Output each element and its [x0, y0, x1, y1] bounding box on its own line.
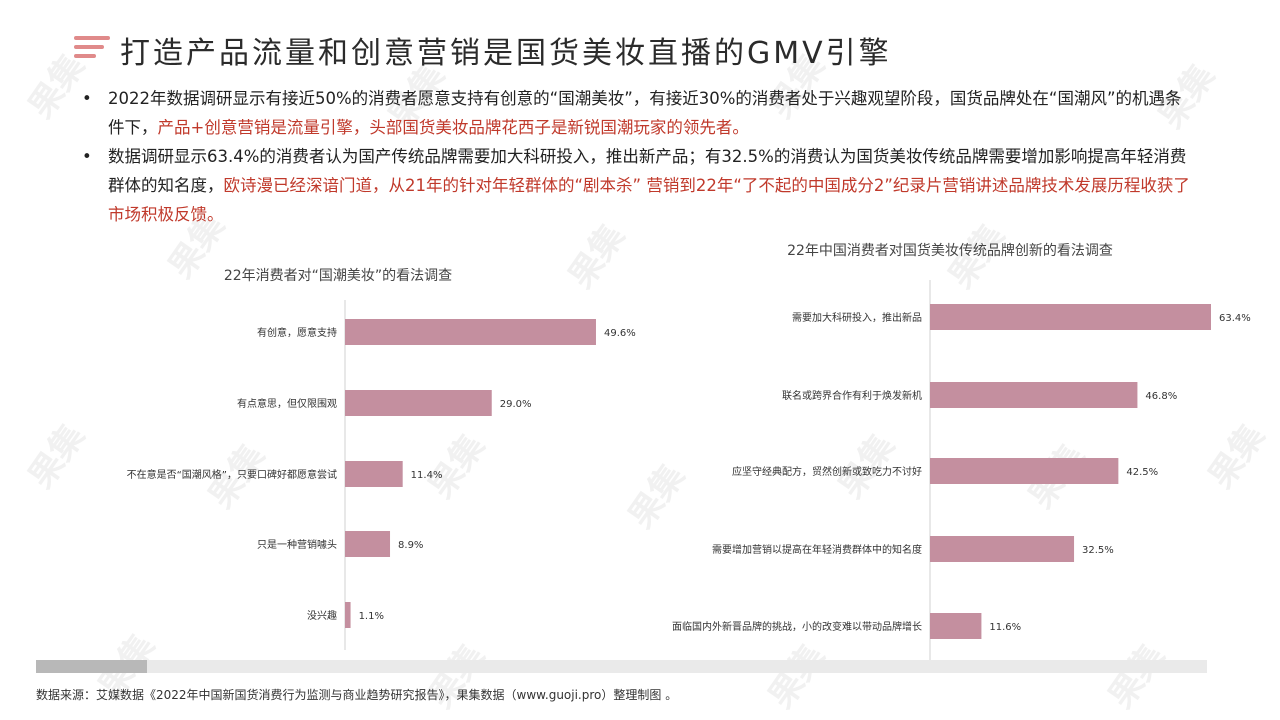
- chart-category-label: 没兴趣: [307, 609, 337, 622]
- bullet-text: 数据调研显示63.4%的消费者认为国产传统品牌需要加大科研投入，推出新产品；有3…: [108, 147, 1187, 195]
- bullet-item: • 数据调研显示63.4%的消费者认为国产传统品牌需要加大科研投入，推出新产品；…: [82, 142, 1192, 229]
- title-lines-icon: [74, 36, 110, 60]
- chart-bar: [930, 304, 1211, 330]
- chart-data-label: 11.4%: [411, 470, 443, 481]
- chart-category-label: 有创意，愿意支持: [257, 326, 337, 339]
- chart-data-label: 63.4%: [1219, 313, 1251, 324]
- chart-title: 22年消费者对“国潮美妆”的看法调查: [224, 268, 452, 284]
- chart-category-label: 有点意思，但仅限围观: [237, 397, 337, 410]
- chart-bar: [345, 602, 351, 628]
- chart-category-label: 不在意是否“国潮风格”，只要口碑好都愿意尝试: [127, 468, 337, 481]
- bullet-list: • 2022年数据调研显示有接近50%的消费者愿意支持有创意的“国潮美妆”，有接…: [82, 84, 1192, 229]
- chart-category-label: 面临国内外新晋品牌的挑战，小的改变难以带动品牌增长: [672, 620, 922, 633]
- chart-category-label: 应坚守经典配方，贸然创新或致吃力不讨好: [732, 465, 922, 478]
- chart-title: 22年中国消费者对国货美妆传统品牌创新的看法调查: [787, 242, 1113, 259]
- chart-bar: [930, 382, 1138, 408]
- chart-data-label: 46.8%: [1145, 391, 1177, 402]
- chart-category-label: 需要加大科研投入，推出新品: [792, 311, 922, 324]
- bullet-highlight: 产品+创意营销是流量引擎，头部国货美妆品牌花西子是新锐国潮玩家的领先者。: [157, 118, 749, 137]
- page-title: 打造产品流量和创意营销是国货美妆直播的GMV引擎: [120, 36, 892, 71]
- chart-category-label: 联名或跨界合作有利于焕发新机: [782, 389, 922, 402]
- chart-bar: [345, 461, 403, 487]
- chart-data-label: 42.5%: [1126, 467, 1158, 478]
- bullet-highlight: 欧诗漫已经深谙门道，从21年的针对年轻群体的“剧本杀” 营销到22年“了不起的中…: [108, 176, 1190, 224]
- chart-category-label: 需要增加营销以提高在年轻消费群体中的知名度: [712, 543, 922, 556]
- bullet-dot-icon: •: [82, 147, 92, 166]
- chart-bar: [930, 458, 1119, 484]
- chart-data-label: 32.5%: [1082, 545, 1114, 556]
- chart-bar: [345, 390, 492, 416]
- chart-bar: [345, 531, 391, 557]
- chart-category-label: 只是一种营销噱头: [257, 538, 337, 551]
- bullet-dot-icon: •: [82, 89, 92, 108]
- bullet-item: • 2022年数据调研显示有接近50%的消费者愿意支持有创意的“国潮美妆”，有接…: [82, 84, 1192, 142]
- chart-data-label: 49.6%: [604, 328, 636, 339]
- chart-data-label: 29.0%: [500, 399, 532, 410]
- chart-data-label: 1.1%: [359, 611, 384, 622]
- chart-bar: [930, 536, 1075, 562]
- chart-data-label: 11.6%: [989, 622, 1021, 633]
- chart-bar: [345, 319, 596, 345]
- data-source: 数据来源：艾媒数据《2022年中国新国货消费行为监测与商业趋势研究报告》，果集数…: [36, 688, 678, 702]
- footer-progress: [36, 660, 147, 673]
- chart-data-label: 8.9%: [398, 540, 423, 551]
- footer-track: [36, 660, 1207, 673]
- bullet-text: 2022年数据调研显示有接近50%的消费者愿意支持有创意的“国潮美妆”，有接近3…: [108, 89, 1182, 137]
- chart-bar: [930, 613, 982, 639]
